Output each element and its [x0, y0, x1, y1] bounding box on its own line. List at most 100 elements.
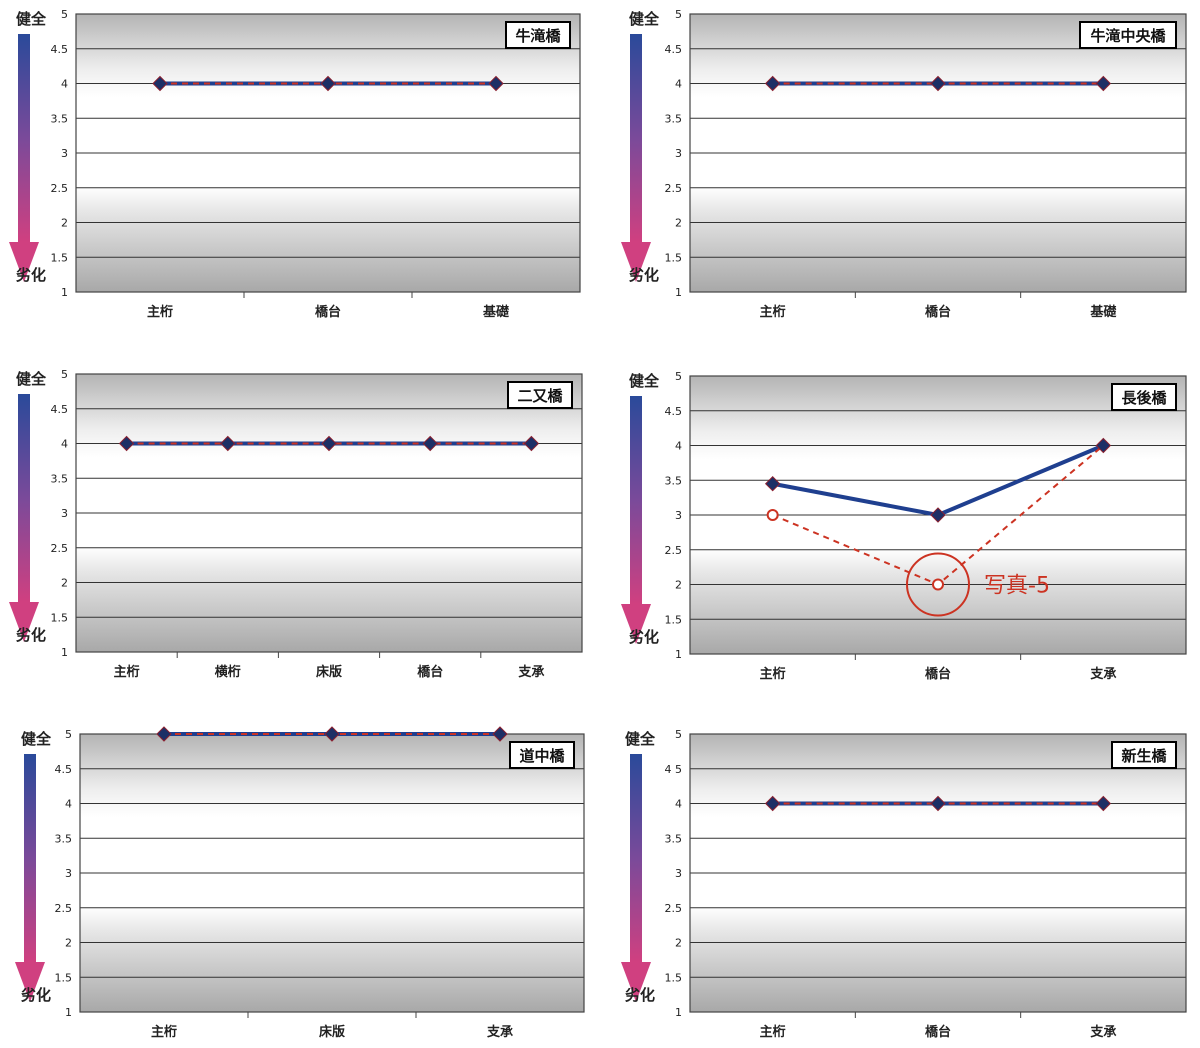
- y-tick-label: 2: [65, 937, 72, 950]
- data-point-solid: [930, 507, 946, 523]
- y-tick-label: 4.5: [665, 43, 683, 56]
- data-point-solid: [220, 435, 236, 452]
- data-point-solid: [764, 476, 781, 492]
- chart-title: 二又橋: [517, 387, 563, 405]
- data-point-solid: [930, 795, 946, 812]
- y-tick-label: 3.5: [55, 832, 73, 845]
- x-tick-label: 基礎: [482, 304, 510, 320]
- x-tick-label: 基礎: [1089, 304, 1117, 320]
- x-tick-label: 支承: [486, 1024, 513, 1040]
- y-tick-label: 4: [675, 798, 682, 811]
- plot-frame: [689, 375, 1187, 655]
- y-tick-label: 2.5: [665, 902, 683, 915]
- annotation-circle: [906, 552, 970, 617]
- scale-label-healthy: 健全: [16, 10, 47, 28]
- scale-label-healthy: 健全: [21, 730, 52, 748]
- y-tick-label: 5: [675, 370, 682, 383]
- y-tick-label: 1: [675, 286, 682, 299]
- data-point-solid: [523, 435, 540, 452]
- data-point-solid: [152, 75, 168, 92]
- x-tick-label: 主桁: [760, 666, 786, 682]
- y-tick-label: 2: [61, 217, 68, 230]
- data-point-solid: [156, 726, 172, 742]
- y-tick-label: 2: [61, 577, 68, 590]
- y-tick-label: 3.5: [665, 474, 683, 487]
- y-tick-label: 3: [61, 507, 68, 520]
- x-tick-label: 支承: [1089, 666, 1116, 682]
- x-tick-label: 横桁: [215, 664, 241, 680]
- data-point-solid: [321, 435, 337, 452]
- chart-title-box: [1111, 383, 1177, 411]
- y-tick-label: 1.5: [51, 251, 69, 264]
- data-point-dashed: [766, 509, 779, 521]
- y-tick-label: 4: [675, 78, 682, 91]
- data-point-solid: [492, 726, 508, 742]
- y-tick-label: 5: [65, 728, 72, 741]
- x-tick-label: 橋台: [925, 666, 951, 682]
- y-tick-label: 3.5: [665, 832, 683, 845]
- down-arrow-icon: [630, 754, 642, 962]
- scale-label-healthy: 健全: [629, 372, 660, 390]
- y-tick-label: 5: [675, 728, 682, 741]
- x-tick-label: 主桁: [760, 304, 786, 320]
- y-tick-label: 2: [675, 217, 682, 230]
- y-tick-label: 4.5: [51, 403, 69, 416]
- plot-frame: [75, 13, 581, 293]
- data-point-solid: [324, 726, 340, 742]
- down-arrow-icon: [621, 604, 651, 644]
- down-arrow-icon: [18, 34, 30, 242]
- scale-label-deteriorated: 劣化: [629, 628, 659, 646]
- y-tick-label: 3: [61, 147, 68, 160]
- x-tick-label: 主桁: [151, 1024, 177, 1040]
- chart-title: 長後橋: [1121, 389, 1167, 407]
- y-tick-label: 1: [61, 646, 68, 659]
- y-tick-label: 2.5: [665, 544, 683, 557]
- chart-title: 牛滝中央橋: [1090, 27, 1166, 45]
- x-tick-label: 床版: [319, 1024, 345, 1040]
- down-arrow-icon: [24, 754, 36, 962]
- data-point-solid: [1095, 437, 1112, 454]
- data-point-solid: [1095, 795, 1112, 812]
- y-tick-label: 4: [61, 78, 68, 91]
- y-tick-label: 4.5: [665, 405, 683, 418]
- down-arrow-icon: [9, 242, 39, 282]
- y-tick-label: 3: [675, 509, 682, 522]
- y-tick-label: 3.5: [51, 472, 69, 485]
- down-arrow-icon: [621, 962, 651, 1002]
- down-arrow-icon: [9, 602, 39, 642]
- y-tick-label: 2.5: [55, 902, 73, 915]
- scale-label-healthy: 健全: [625, 730, 656, 748]
- scale-label-deteriorated: 劣化: [21, 986, 51, 1004]
- y-tick-label: 4.5: [51, 43, 69, 56]
- y-tick-label: 4 5: [665, 763, 683, 776]
- scale-label-deteriorated: 劣化: [625, 986, 655, 1004]
- x-tick-label: 床版: [316, 664, 342, 680]
- y-tick-label: 1.5: [665, 971, 683, 984]
- y-tick-label: 4: [61, 438, 68, 451]
- y-tick-label: 3: [65, 867, 72, 880]
- scale-label-deteriorated: 劣化: [16, 626, 46, 644]
- data-point-solid: [930, 75, 946, 92]
- chart-title-box: [505, 21, 571, 49]
- y-tick-label: 5: [61, 8, 68, 21]
- annotation-label: 写真-5: [984, 574, 1050, 599]
- x-tick-label: 橋台: [417, 664, 443, 680]
- y-tick-label: 2: [675, 937, 682, 950]
- x-tick-label: 橋台: [315, 304, 341, 320]
- y-tick-label: 1.5: [55, 971, 73, 984]
- x-tick-label: 主桁: [147, 304, 173, 320]
- chart-title: 道中橋: [519, 747, 565, 765]
- y-tick-label: 2.5: [665, 182, 683, 195]
- y-tick-label: 4: [65, 798, 72, 811]
- data-point-solid: [1095, 75, 1112, 92]
- y-tick-label: 3: [675, 147, 682, 160]
- data-point-solid: [118, 435, 135, 452]
- y-tick-label: 3.5: [665, 112, 683, 125]
- y-tick-label: 1: [675, 648, 682, 661]
- chart-title-box: [1079, 21, 1177, 49]
